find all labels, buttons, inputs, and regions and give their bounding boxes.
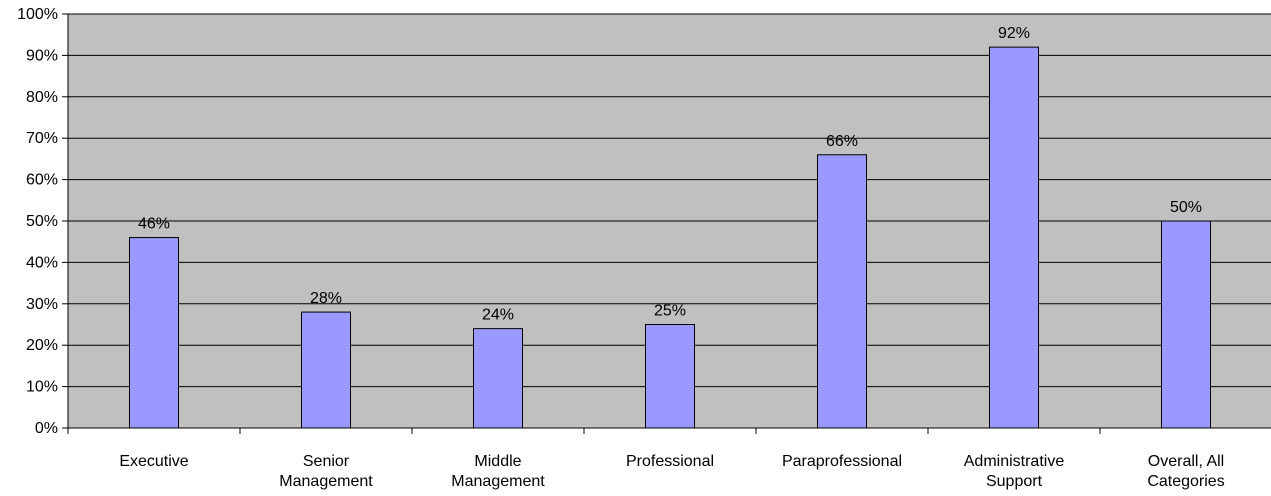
data-label: 28% xyxy=(310,290,342,307)
x-tick-label: Management xyxy=(279,473,373,490)
y-tick-label: 10% xyxy=(26,379,58,396)
bar xyxy=(473,328,523,429)
x-tick-label: Categories xyxy=(1147,473,1224,490)
x-tick-label: Senior xyxy=(303,453,350,470)
y-tick-label: 90% xyxy=(26,47,58,64)
data-label: 92% xyxy=(998,25,1030,42)
y-tick-label: 60% xyxy=(26,172,58,189)
data-label: 25% xyxy=(654,303,686,320)
bar xyxy=(645,324,695,429)
x-axis: Executive Senior Management Middle Managemen… xyxy=(67,427,1271,490)
y-tick-label: 50% xyxy=(26,213,58,230)
data-label: 66% xyxy=(826,133,858,150)
x-tick-label: Middle xyxy=(474,453,521,470)
bars xyxy=(129,46,1211,429)
y-tick-label: 40% xyxy=(26,254,58,271)
x-tick-label: Management xyxy=(451,473,545,490)
x-tick-label: Overall, All xyxy=(1148,453,1224,470)
y-tick-label: 0% xyxy=(35,420,58,437)
data-label: 50% xyxy=(1170,199,1202,216)
bar xyxy=(129,237,179,429)
x-tick-label: Professional xyxy=(626,453,714,470)
bar xyxy=(1161,220,1211,429)
x-tick-label: Executive xyxy=(119,453,188,470)
data-labels: 46% 28% 24% 25% 66% 92% 50% xyxy=(138,25,1202,324)
y-axis: 0% 10% 20% 30% 40% 50% 60% 70% 80% 90% 100% xyxy=(17,6,69,437)
bar xyxy=(989,46,1039,429)
x-tick-label: Support xyxy=(986,473,1043,490)
x-tick-label: Paraprofessional xyxy=(782,453,902,470)
y-tick-label: 30% xyxy=(26,296,58,313)
y-tick-label: 70% xyxy=(26,130,58,147)
y-tick-label: 80% xyxy=(26,89,58,106)
bar xyxy=(817,154,867,429)
y-tick-label: 20% xyxy=(26,337,58,354)
x-tick-label: Administrative xyxy=(964,453,1065,470)
data-label: 24% xyxy=(482,307,514,324)
data-label: 46% xyxy=(138,216,170,233)
bar xyxy=(301,311,351,429)
y-tick-label: 100% xyxy=(17,6,58,23)
